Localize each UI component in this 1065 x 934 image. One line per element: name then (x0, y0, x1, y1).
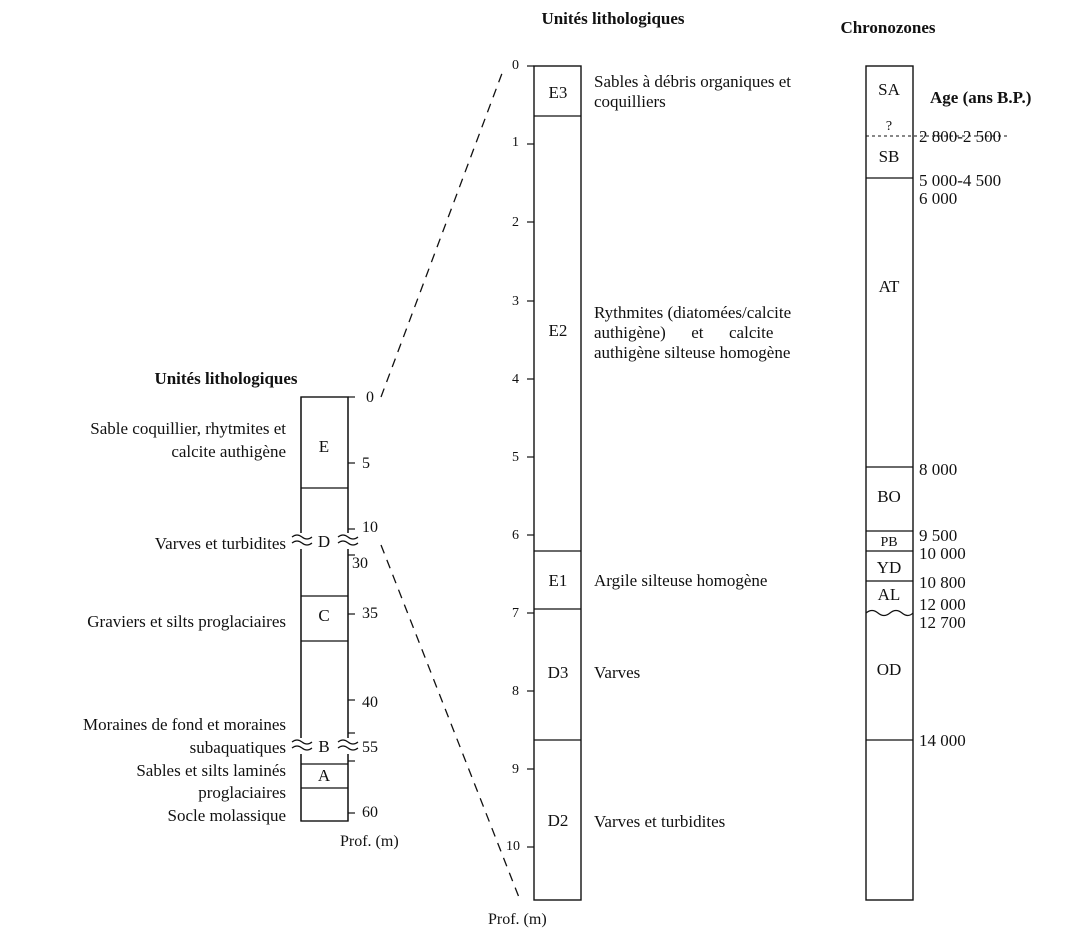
left-break-symbol-b-left (291, 739, 313, 751)
middle-unit-code: D3 (548, 663, 569, 682)
left-unit-code: A (318, 766, 331, 785)
chronozone-column (865, 65, 914, 901)
middle-unit-description: Rythmites (diatomées/calcite (594, 303, 791, 322)
left-tick-label: 0 (366, 389, 374, 406)
chronozone-label: PB (880, 535, 897, 550)
age-label: 10 800 (919, 573, 966, 592)
right-header: Chronozones (840, 18, 935, 37)
zoom-connector-top (380, 67, 505, 398)
left-tick-label: 55 (362, 739, 378, 756)
left-unit-code: E (319, 437, 329, 456)
left-unit-description: Varves et turbidites (155, 534, 286, 553)
middle-axis-label: Prof. (m) (488, 911, 547, 928)
middle-tick-label: 1 (512, 135, 519, 150)
chronozone-label: SB (879, 147, 900, 166)
left-tick-label: 35 (362, 605, 378, 622)
middle-tick-label: 8 (512, 684, 519, 699)
age-label: 12 000 (919, 595, 966, 614)
left-break-symbol-d-right (337, 534, 359, 546)
left-tick-label: 30 (352, 555, 368, 572)
left-break-gap-d (296, 533, 354, 549)
left-header: Unités lithologiques (154, 369, 297, 388)
left-base-label: Socle molassique (167, 806, 286, 825)
middle-tick-label: 7 (512, 606, 519, 621)
middle-unit-description: coquilliers (594, 92, 666, 111)
left-unit-description: Moraines de fond et moraines (83, 715, 286, 734)
left-unit-description: subaquatiques (190, 738, 286, 757)
middle-tick-label: 6 (512, 528, 519, 543)
left-unit-description: calcite authigène (171, 442, 286, 461)
middle-tick-label: 3 (512, 294, 519, 309)
age-label: 2 800-2 500 (919, 127, 1001, 146)
middle-unit-code: E2 (549, 321, 568, 340)
middle-unit-description: Sables à débris organiques et (594, 72, 791, 91)
left-unit-description: Sables et silts laminés (136, 761, 286, 780)
left-tick-label: 40 (362, 694, 378, 711)
left-tick-label: 10 (362, 519, 378, 536)
left-axis-label: Prof. (m) (340, 833, 399, 850)
age-header: Age (ans B.P.) (930, 88, 1031, 107)
middle-tick-label: 9 (512, 762, 519, 777)
middle-unit-description: authigène silteuse homogène (594, 343, 790, 362)
middle-tick-label: 4 (512, 372, 519, 387)
left-tick-label: 5 (362, 455, 370, 472)
age-label: 8 000 (919, 460, 957, 479)
age-label: 14 000 (919, 731, 966, 750)
age-label: 5 000-4 500 (919, 171, 1001, 190)
middle-depth-ticks: 0 1 2 3 4 5 6 7 8 9 10 (506, 58, 534, 854)
left-break-symbol-d-left (291, 534, 313, 546)
age-label: 6 000 (919, 189, 957, 208)
middle-unit-description: Varves et turbidites (594, 812, 725, 831)
middle-tick-label: 2 (512, 215, 519, 230)
left-break-gap-b (296, 738, 354, 754)
left-unit-description: Sable coquillier, rhytmites et (90, 419, 286, 438)
left-unit-code: C (318, 606, 329, 625)
middle-header: Unités lithologiques (541, 9, 684, 28)
age-label: 12 700 (919, 613, 966, 632)
chronozone-boundary-hiatus (865, 609, 914, 617)
middle-tick-label: 0 (512, 58, 519, 73)
chronozone-label: AL (878, 585, 901, 604)
middle-unit-description: Argile silteuse homogène (594, 571, 767, 590)
middle-tick-label: 5 (512, 450, 519, 465)
left-tick-label: 60 (362, 804, 378, 821)
left-unit-code: D (318, 532, 330, 551)
middle-column (533, 65, 582, 901)
age-label: 9 500 (919, 526, 957, 545)
left-break-symbol-b-right (337, 739, 359, 751)
middle-unit-code: E3 (549, 83, 568, 102)
middle-unit-description: authigène) et calcite (594, 323, 773, 342)
middle-unit-description: Varves (594, 663, 640, 682)
chronozone-label: OD (877, 660, 902, 679)
chronozone-label: BO (877, 487, 901, 506)
chronozone-label: AT (879, 277, 900, 296)
left-unit-description: Graviers et silts proglaciaires (87, 612, 286, 631)
chronozone-label: SA (878, 80, 900, 99)
chronozone-uncertain-mark: ? (886, 119, 892, 134)
zoom-connector-bottom (380, 544, 521, 901)
middle-unit-code: D2 (548, 811, 569, 830)
left-depth-ticks: 0 5 10 30 35 40 55 60 (348, 389, 378, 821)
middle-unit-code: E1 (549, 571, 568, 590)
left-unit-description: proglaciaires (198, 783, 286, 802)
chronozone-label: YD (877, 558, 902, 577)
left-unit-code: B (318, 737, 329, 756)
age-label: 10 000 (919, 544, 966, 563)
middle-tick-label: 10 (506, 839, 520, 854)
